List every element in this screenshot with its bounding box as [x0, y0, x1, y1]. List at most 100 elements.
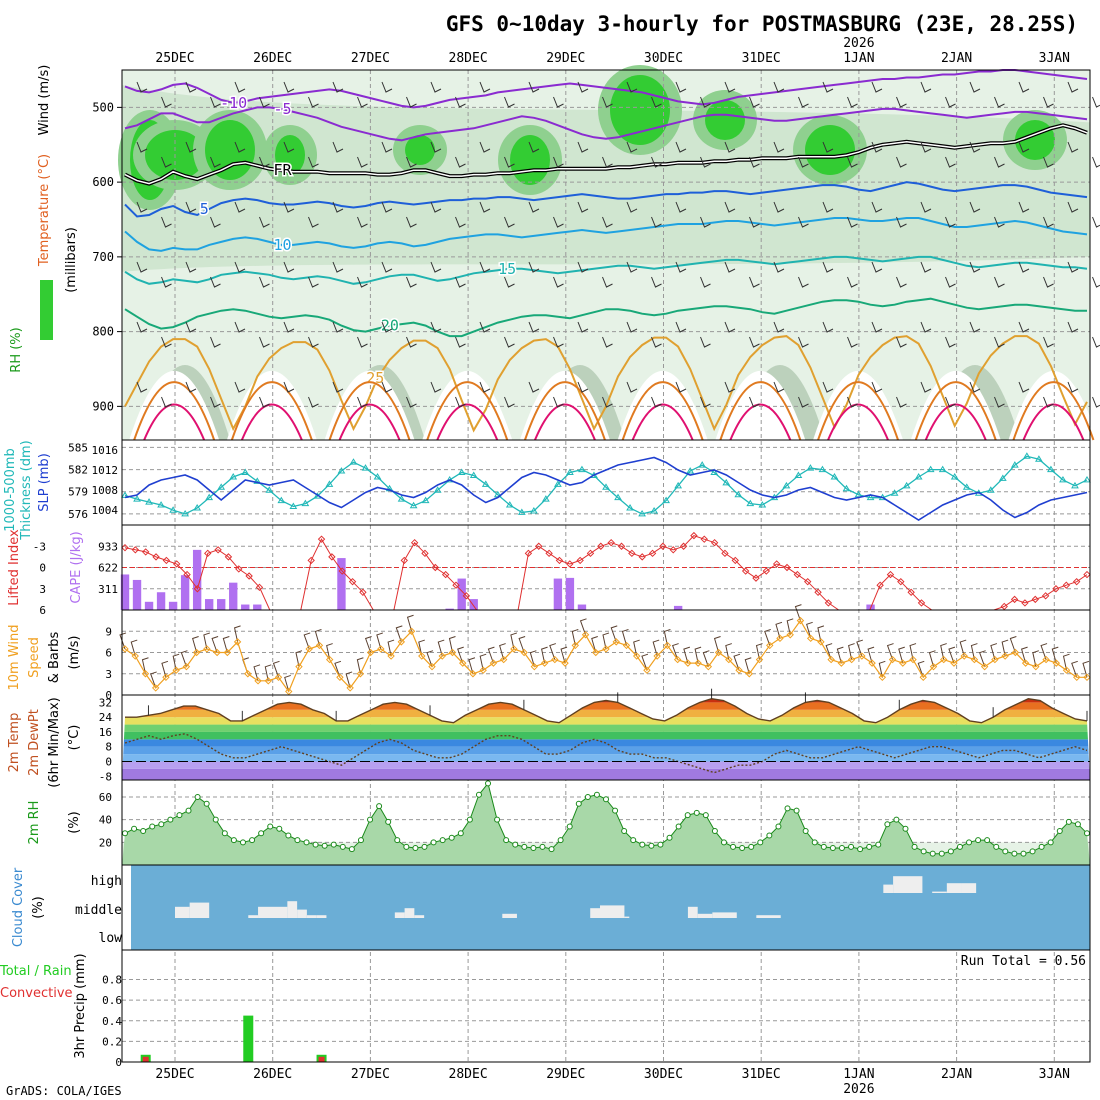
wind-barb [259, 396, 270, 408]
isotherm-10 [124, 217, 1088, 252]
wind10-axis-title-2: Speed [27, 637, 42, 678]
middle-cloud-block [306, 915, 317, 918]
surface-wind-barb [878, 660, 886, 678]
wind-speed-point [1001, 652, 1009, 660]
rh-point [294, 837, 301, 844]
lifted-index-point [255, 583, 264, 592]
wind-barb [724, 381, 736, 393]
surface-wind-barb [303, 632, 311, 650]
wind-barb [945, 96, 956, 108]
lifted-index-point [917, 599, 926, 607]
wind-barb [577, 261, 589, 273]
wind-speed-point [919, 673, 927, 681]
wind-barb [1018, 381, 1030, 393]
cape-bar [156, 592, 166, 610]
contour-label: -5 [273, 100, 291, 118]
rh-point [947, 848, 954, 855]
wind-barb [332, 261, 344, 273]
isotherm-28 [621, 381, 704, 441]
wind-barb [577, 81, 589, 93]
temp-band [122, 717, 1090, 725]
wind-barb [504, 396, 515, 408]
rh-point [566, 823, 573, 830]
cape-bar [217, 599, 226, 610]
surface-wind-barb [119, 632, 127, 650]
wind-barb [504, 156, 515, 168]
surface-wind-barb [652, 639, 660, 657]
date-tick-bottom: 25DEC [155, 1067, 194, 1082]
rh-point [312, 841, 319, 848]
rh-point [122, 830, 128, 837]
date-tick-top: 25DEC [155, 51, 194, 66]
rh-point [230, 837, 237, 844]
thickness-point [529, 506, 538, 514]
rh-point [739, 845, 746, 851]
surface-wind-barb [867, 646, 875, 664]
wind-barb [822, 381, 834, 393]
surface-wind-barb [468, 657, 476, 674]
wind-barb [626, 261, 638, 273]
lifted-index-point [783, 563, 791, 572]
thickness-point [229, 472, 238, 480]
wind-barb [210, 96, 221, 108]
rh-point [321, 842, 328, 849]
wind-speed-point [970, 655, 979, 664]
middle-cloud-block [756, 915, 781, 918]
wind-barb [675, 141, 687, 153]
rh-point [875, 841, 882, 848]
wind-barb [700, 216, 711, 228]
dewpt-axis-title: 2m DewPt [27, 709, 42, 776]
rh-point [612, 807, 619, 814]
surface-wind-barb [909, 643, 917, 660]
wind-barb [308, 336, 319, 348]
lifted-index-point [638, 553, 646, 561]
rh-point [185, 807, 192, 814]
rh-point [503, 837, 510, 844]
wind-speed-point [837, 659, 846, 667]
thickness-point [722, 478, 731, 486]
isotherm-30 [729, 403, 792, 441]
wind-speed-point [1073, 673, 1081, 681]
wind-barb [675, 81, 687, 93]
lifted-index-point [669, 546, 677, 554]
wind-barb [406, 216, 417, 228]
rh-point [603, 796, 609, 803]
wind-barb [332, 141, 344, 153]
thickness-point [1022, 452, 1031, 459]
lifted-index-point [328, 553, 336, 561]
lifted-index-point [772, 560, 781, 568]
wind-barb [1043, 96, 1054, 108]
rh-point [475, 791, 482, 798]
precip-tick: 0.8 [102, 974, 122, 987]
middle-cloud-block [502, 913, 517, 918]
lifted-index-point [245, 572, 253, 580]
rh-point [639, 841, 646, 848]
rh-saturated-area [405, 135, 435, 165]
precip-tick: 0.4 [102, 1015, 122, 1028]
temp-band [122, 709, 1090, 718]
wind-barb [234, 321, 246, 333]
rh-point [421, 843, 428, 850]
wind-barb [675, 321, 687, 333]
wind-barb [185, 201, 197, 213]
wind-barb [283, 381, 295, 393]
isotherm--5 [124, 106, 1088, 142]
surface-wind-barb [990, 643, 998, 660]
wind-barb [945, 216, 956, 228]
wind-barb [1092, 276, 1100, 288]
wind-tick: 0 [105, 689, 112, 702]
date-tick-bottom: 27DEC [351, 1067, 390, 1082]
chart-title: GFS 0~10day 3-hourly for POSTMASBURG (23… [446, 12, 1078, 36]
wind-barb [969, 321, 981, 333]
wind-barb [847, 336, 858, 348]
wind-barb [724, 261, 736, 273]
surface-wind-barb [518, 636, 526, 653]
wind-speed-point [776, 634, 784, 643]
thickness-point [686, 467, 695, 474]
thickness-point [397, 495, 406, 502]
cape-bar [204, 599, 214, 610]
thickness-point [349, 458, 358, 465]
surface-wind-barb [203, 632, 211, 650]
lifted-index-point [535, 542, 543, 550]
rh-point [784, 805, 791, 812]
